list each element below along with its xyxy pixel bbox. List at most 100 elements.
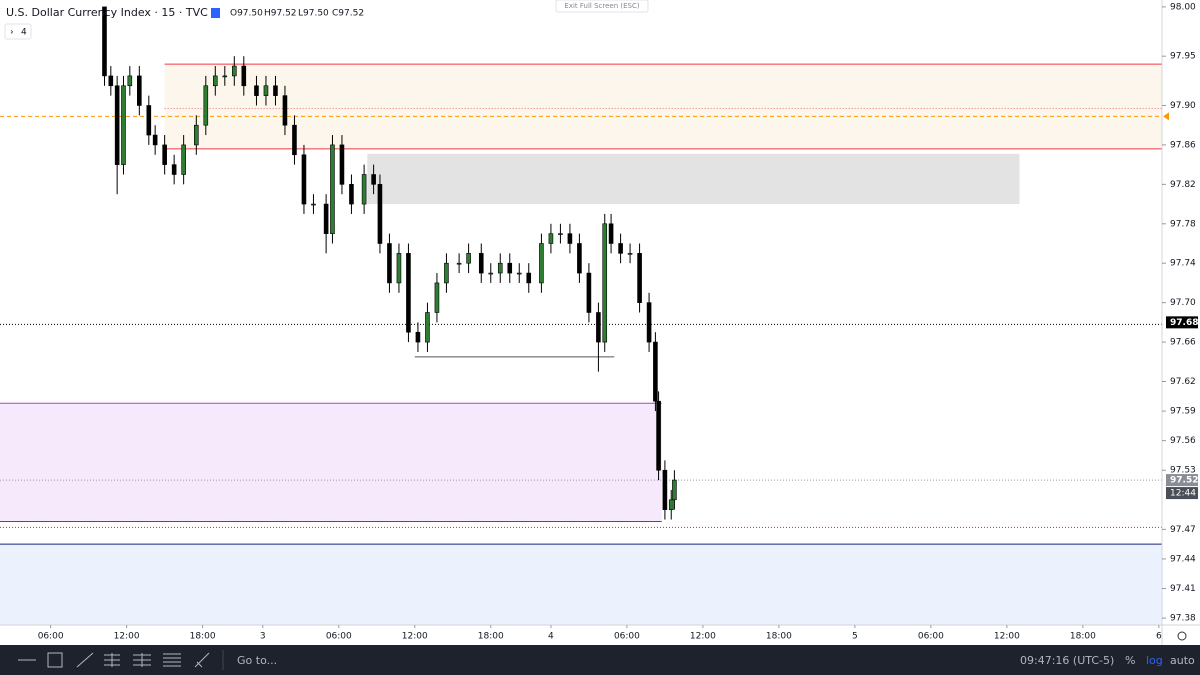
y-tick-label: 98.00 bbox=[1170, 2, 1196, 12]
candle-body bbox=[171, 164, 177, 175]
y-tick-label: 97.78 bbox=[1170, 219, 1196, 229]
candle-body bbox=[497, 262, 503, 274]
x-tick-label: 3 bbox=[260, 632, 266, 642]
candle-body bbox=[668, 499, 674, 510]
ohlc-value: O97.50 bbox=[230, 9, 263, 19]
x-tick-label: 12:00 bbox=[690, 632, 716, 642]
toolbar bbox=[0, 645, 1200, 675]
candle-body bbox=[162, 144, 167, 165]
candle-body bbox=[292, 124, 297, 156]
candle-body bbox=[507, 262, 513, 274]
toolbar-icons bbox=[18, 652, 210, 668]
chart-title: U.S. Dollar Currency Index · 15 · TVC bbox=[6, 6, 208, 19]
candle-body bbox=[377, 184, 383, 244]
plot-area bbox=[0, 6, 1162, 625]
y-tick-label: 97.47 bbox=[1170, 525, 1196, 535]
candle-body bbox=[371, 174, 376, 185]
countdown-box bbox=[1166, 487, 1198, 500]
candle-body bbox=[146, 105, 152, 136]
candle-body bbox=[301, 154, 307, 205]
price-label: 97.52 bbox=[1170, 476, 1198, 486]
price-label-box bbox=[1166, 474, 1198, 487]
candle-body bbox=[254, 85, 259, 96]
candle-body bbox=[349, 184, 354, 205]
x-tick-label: 12:00 bbox=[994, 632, 1020, 642]
candle-body bbox=[586, 272, 592, 313]
candle-body bbox=[282, 95, 288, 126]
tool-trend[interactable] bbox=[76, 652, 94, 668]
y-tick-label: 97.82 bbox=[1170, 180, 1196, 190]
tool-lines[interactable] bbox=[163, 653, 181, 667]
y-tick-label: 97.95 bbox=[1170, 52, 1196, 62]
candle-body bbox=[108, 75, 114, 87]
candle-body bbox=[618, 243, 623, 254]
candle-body bbox=[121, 85, 126, 165]
x-tick-label: 4 bbox=[548, 632, 554, 642]
x-tick-label: 18:00 bbox=[190, 632, 216, 642]
candle-body bbox=[602, 223, 608, 343]
indicators-count: 4 bbox=[21, 28, 27, 38]
candle-body bbox=[114, 85, 120, 165]
tool-fib[interactable] bbox=[104, 653, 120, 667]
candle-body bbox=[434, 282, 440, 313]
candle-body bbox=[152, 134, 158, 146]
candle-body bbox=[387, 243, 392, 284]
candle-body bbox=[488, 272, 494, 275]
candle-body bbox=[444, 262, 449, 284]
percent-toggle[interactable]: % bbox=[1125, 654, 1135, 667]
ohlc-value: H97.52 bbox=[264, 9, 297, 19]
candle-body bbox=[516, 272, 522, 275]
tool-grid[interactable] bbox=[133, 653, 151, 667]
candle-body bbox=[339, 144, 345, 185]
y-tick-label: 97.56 bbox=[1170, 436, 1196, 446]
x-tick-label: 12:00 bbox=[402, 632, 428, 642]
x-tick-label: 5 bbox=[852, 632, 858, 642]
candle-body bbox=[662, 469, 668, 510]
flag-icon bbox=[211, 8, 220, 18]
candle-body bbox=[567, 233, 573, 244]
candle-body bbox=[466, 253, 471, 264]
candle-body bbox=[627, 253, 633, 255]
y-tick-label: 97.66 bbox=[1170, 338, 1196, 348]
candle-body bbox=[425, 312, 430, 343]
candle-body bbox=[127, 75, 133, 87]
candle-body bbox=[548, 233, 554, 244]
x-tick-label: 06:00 bbox=[326, 632, 352, 642]
y-tick-label: 97.62 bbox=[1170, 377, 1196, 387]
candle-body bbox=[478, 253, 484, 274]
candle-body bbox=[415, 331, 421, 343]
candle-body bbox=[526, 272, 532, 284]
indicators-toggle[interactable] bbox=[4, 23, 32, 40]
candle-body bbox=[656, 400, 661, 471]
y-tick-label: 97.70 bbox=[1170, 298, 1196, 308]
exit-fullscreen-label: Exit Full Screen (ESC) bbox=[564, 2, 639, 10]
candle-body bbox=[263, 85, 269, 96]
candle-body bbox=[596, 312, 601, 343]
ohlc-value: L97.50 bbox=[298, 9, 329, 19]
log-toggle[interactable]: log bbox=[1146, 654, 1163, 667]
candle-body bbox=[608, 223, 614, 244]
candle-body bbox=[137, 75, 142, 106]
candle-body bbox=[637, 253, 642, 303]
y-tick-label: 97.38 bbox=[1170, 614, 1196, 624]
exit-fullscreen[interactable] bbox=[555, 0, 649, 13]
clock: 09:47:16 (UTC-5) bbox=[1020, 654, 1114, 667]
candle-body bbox=[273, 85, 278, 96]
y-tick-label: 97.59 bbox=[1170, 407, 1196, 417]
x-tick-label: 18:00 bbox=[478, 632, 504, 642]
auto-toggle[interactable]: auto bbox=[1170, 654, 1195, 667]
x-tick-label: 06:00 bbox=[614, 632, 640, 642]
tool-measure[interactable] bbox=[194, 652, 210, 668]
candle-body bbox=[539, 243, 544, 284]
y-tick-label: 97.74 bbox=[1170, 259, 1196, 269]
price-label-box bbox=[1166, 316, 1198, 329]
level-marker bbox=[1163, 112, 1169, 121]
y-tick-label: 97.90 bbox=[1170, 101, 1196, 111]
candle-body bbox=[653, 341, 658, 402]
goto[interactable]: Go to... bbox=[237, 654, 277, 667]
tool-rect[interactable] bbox=[47, 652, 63, 668]
candle-body bbox=[102, 6, 107, 77]
settings-icon[interactable] bbox=[1177, 631, 1187, 641]
indicators-chevron: › bbox=[10, 28, 14, 38]
